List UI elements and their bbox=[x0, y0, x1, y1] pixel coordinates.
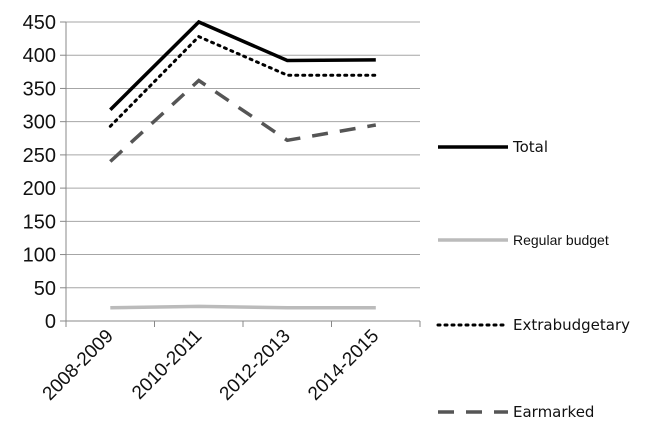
y-tick-label: 400 bbox=[23, 45, 56, 67]
x-tick-label: 2012-2013 bbox=[216, 326, 295, 405]
y-tick-label: 350 bbox=[23, 78, 56, 100]
y-tick-label: 200 bbox=[23, 178, 56, 200]
legend: Total Regular budget Extrabudgetary Earmark… bbox=[436, 138, 630, 421]
series-lines bbox=[108, 19, 378, 310]
series-line-extrabudgetary bbox=[108, 34, 378, 128]
x-tick-label: 2008-2009 bbox=[39, 326, 118, 405]
y-tick-label: 250 bbox=[23, 145, 56, 167]
y-axis: 0 50 100 150 200 250 300 350 400 450 bbox=[23, 12, 67, 333]
legend-label: Extrabudgetary bbox=[513, 316, 630, 334]
y-tick-label: 50 bbox=[34, 278, 56, 300]
series-line-regular-budget bbox=[110, 304, 376, 310]
legend-label: Earmarked bbox=[513, 403, 594, 421]
y-tick-label: 0 bbox=[45, 311, 56, 333]
x-tick-label: 2010-2011 bbox=[128, 326, 206, 404]
y-tick-label: 450 bbox=[23, 12, 56, 34]
series-line-earmarked bbox=[109, 78, 377, 163]
x-tick-label: 2014-2015 bbox=[304, 326, 383, 405]
legend-label: Total bbox=[512, 138, 548, 156]
y-tick-label: 300 bbox=[23, 112, 56, 134]
legend-label: Regular budget bbox=[513, 232, 609, 248]
y-tick-label: 100 bbox=[23, 245, 56, 267]
gridlines bbox=[66, 21, 420, 289]
x-axis: 2008-2009 2010-2011 2012-2013 2014-2015 bbox=[39, 320, 421, 405]
y-tick-label: 150 bbox=[23, 211, 56, 233]
series-line-total bbox=[109, 19, 376, 111]
